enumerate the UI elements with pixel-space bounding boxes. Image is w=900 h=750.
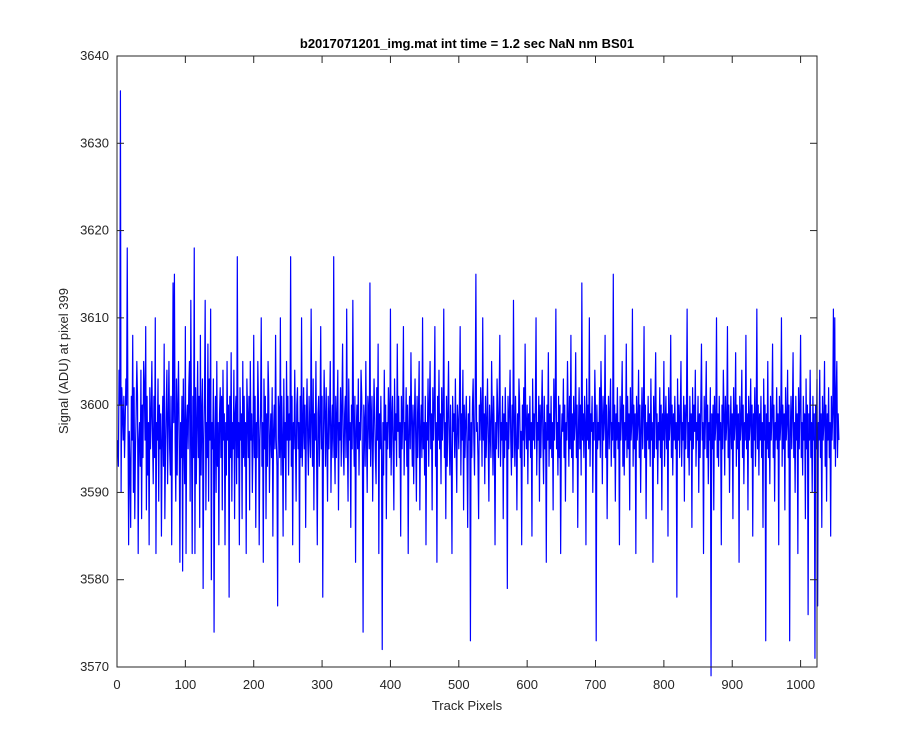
x-axis-label: Track Pixels [432,698,503,713]
x-tick-label: 500 [448,677,470,692]
x-tick-label: 0 [113,677,120,692]
y-tick-label: 3580 [80,572,109,587]
x-tick-label: 300 [311,677,333,692]
x-tick-label: 200 [243,677,265,692]
x-tick-label: 1000 [786,677,815,692]
series-line [117,90,840,677]
x-tick-label: 900 [721,677,743,692]
y-tick-label: 3600 [80,397,109,412]
y-tick-label: 3640 [80,48,109,63]
x-tick-label: 400 [380,677,402,692]
y-tick-label: 3620 [80,223,109,238]
x-tick-label: 800 [653,677,675,692]
axes-box [116,55,818,668]
y-axis: 3570 3580 3590 3600 3610 3620 3630 3640 [80,48,817,674]
x-tick-label: 100 [175,677,197,692]
y-tick-label: 3630 [80,135,109,150]
y-tick-label: 3610 [80,310,109,325]
plot-background [117,56,817,667]
chart-title: b2017071201_img.mat int time = 1.2 sec N… [300,36,634,51]
x-tick-label: 600 [516,677,538,692]
y-tick-label: 3570 [80,659,109,674]
y-axis-label: Signal (ADU) at pixel 399 [56,288,71,434]
y-tick-label: 3590 [80,484,109,499]
x-tick-label: 700 [585,677,607,692]
series-layer [117,90,840,677]
x-axis: 0 100 200 300 400 500 600 700 800 900 1000 [113,56,815,692]
